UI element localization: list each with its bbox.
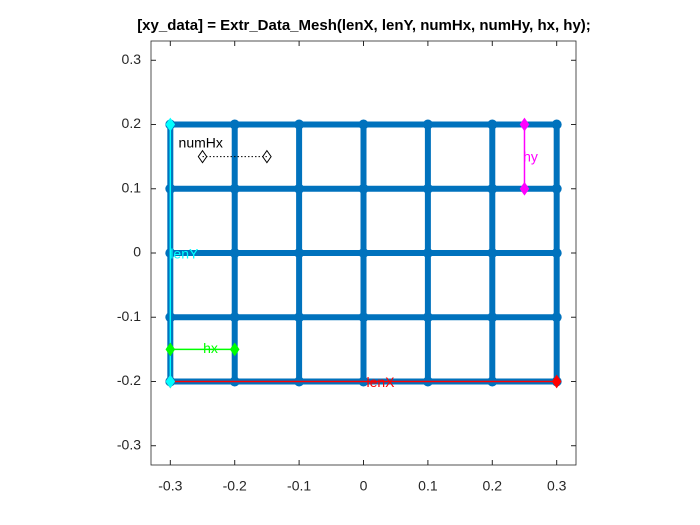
y-tick-label: -0.3 (117, 436, 141, 452)
annotation-marker (165, 374, 176, 389)
annotation-marker (165, 342, 176, 357)
mesh-node (422, 183, 433, 194)
annotation-label: numHx (179, 134, 223, 150)
mesh-node (487, 312, 498, 323)
y-tick-label: 0.1 (122, 179, 142, 195)
annotation-marker (165, 117, 176, 132)
y-tick-label: -0.2 (117, 372, 141, 388)
mesh-node (294, 248, 305, 258)
mesh-node (551, 183, 562, 194)
x-tick-label: 0.1 (418, 478, 438, 494)
mesh-node (422, 248, 433, 258)
annotation-marker (519, 117, 530, 132)
mesh-node (551, 312, 562, 323)
mesh-node (358, 183, 369, 194)
annotation-label: lenX (366, 374, 395, 390)
y-tick-label: 0.2 (122, 115, 142, 131)
mesh-node (229, 248, 240, 258)
mesh-node (358, 248, 369, 258)
x-tick-label: -0.3 (158, 478, 182, 494)
annotation-marker (197, 149, 208, 164)
mesh-node (358, 312, 369, 323)
y-tick-label: -0.1 (117, 308, 141, 324)
mesh-node (551, 248, 562, 258)
annotation-marker (551, 374, 562, 389)
mesh-node (487, 183, 498, 194)
x-tick-label: -0.1 (287, 478, 311, 494)
x-tick-label: -0.2 (223, 478, 247, 494)
annotation-marker (519, 181, 530, 196)
x-tick-label: 0.3 (547, 478, 567, 494)
annotation-label: hx (203, 340, 218, 356)
x-tick-label: 0 (360, 478, 368, 494)
mesh-node (422, 312, 433, 323)
chart-title: [xy_data] = Extr_Data_Mesh(lenX, lenY, n… (137, 17, 591, 34)
annotation-label: lenY (170, 246, 199, 262)
mesh-node (229, 312, 240, 323)
annotation-marker (262, 149, 272, 164)
y-tick-label: 0.3 (122, 51, 142, 67)
mesh-node (487, 248, 498, 258)
mesh-node (294, 183, 305, 194)
mesh-node (551, 119, 562, 130)
annotation-label: hy (523, 148, 538, 164)
mesh-node (422, 119, 433, 130)
annotation-marker (229, 342, 240, 357)
x-tick-label: 0.2 (483, 478, 503, 494)
y-tick-label: 0 (133, 244, 141, 260)
mesh-node (229, 183, 240, 194)
mesh-node (487, 119, 498, 130)
mesh-node (294, 119, 305, 130)
mesh-node (229, 119, 240, 130)
mesh-node (358, 119, 369, 130)
mesh-node (294, 312, 305, 323)
